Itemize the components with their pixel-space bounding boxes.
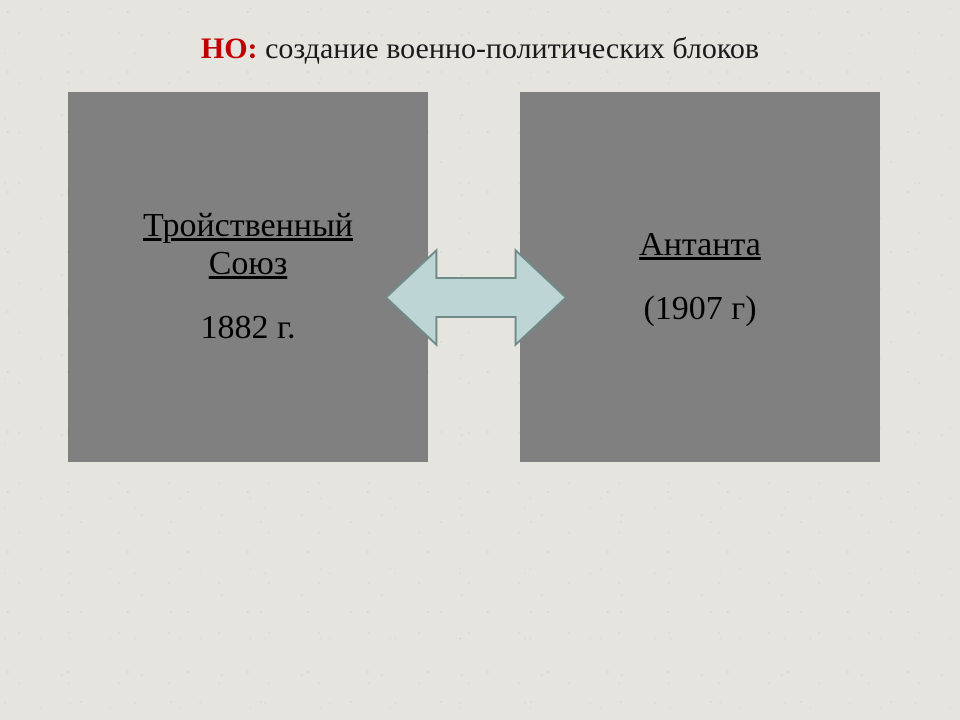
triple-alliance-year: 1882 г. bbox=[200, 309, 295, 347]
heading-rest: создание военно-политических блоков bbox=[258, 32, 760, 65]
double-arrow-icon bbox=[386, 240, 566, 355]
slide-heading: НО: создание военно-политических блоков bbox=[0, 34, 960, 64]
triple-alliance-name-line2: Союз bbox=[209, 245, 288, 282]
triple-alliance-name: Тройственный Союз bbox=[143, 207, 353, 283]
triple-alliance-name-line1: Тройственный bbox=[143, 207, 353, 244]
entente-name: Антанта bbox=[639, 226, 761, 264]
triple-alliance-box: Тройственный Союз 1882 г. bbox=[68, 92, 428, 462]
entente-box: Антанта (1907 г) bbox=[520, 92, 880, 462]
entente-year: (1907 г) bbox=[643, 290, 756, 328]
heading-prefix: НО: bbox=[201, 32, 258, 65]
opposition-arrow bbox=[386, 240, 566, 355]
